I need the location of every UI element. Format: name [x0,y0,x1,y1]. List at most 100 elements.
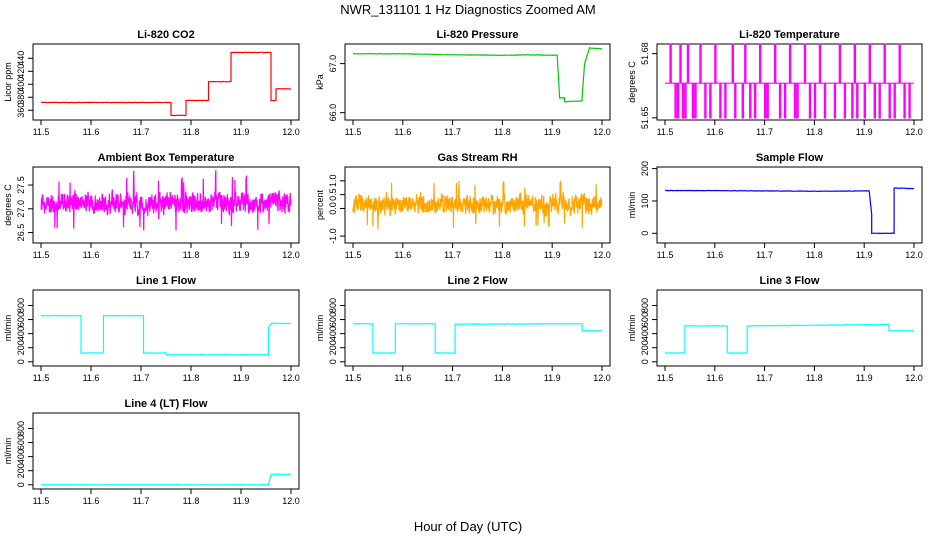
figure-title: NWR_131101 1 Hz Diagnostics Zoomed AM [340,2,596,17]
y-tick-label: 0 [640,231,650,236]
plot-frame [344,166,611,244]
x-tick-label: 11.7 [133,127,150,137]
y-tick-label: 0 [328,359,338,364]
series-line [40,314,292,356]
y-axis-label: ml/min [3,438,13,465]
series-line [40,170,292,231]
plot-frame [344,289,611,367]
panel-title: Li-820 Temperature [739,29,840,41]
plot-frame [32,166,300,244]
panel-7: Line 1 Flow ml/min 11.5 11.6 11.7 11.8 11.9 12.… [3,275,300,383]
plot-frame [344,43,611,121]
y-tick-label: 1.0 [328,175,338,188]
y-tick-label: 26.5 [16,224,26,242]
y-tick-label: 200 [16,463,26,478]
x-tick-label: 11.8 [806,250,823,260]
panel-2: Li-820 Pressure kPa 11.5 11.6 11.7 11.8 11.9 12… [315,29,611,137]
series-line [352,322,603,355]
x-tick-label: 11.9 [233,250,250,260]
y-tick-label: 0.0 [328,202,338,215]
x-tick-label: 11.7 [444,250,461,260]
y-tick-label: 67.0 [328,55,338,73]
y-tick-label: 400 [16,326,26,341]
x-tick-label: 11.5 [657,373,674,383]
panel-title: Gas Stream RH [437,152,517,164]
x-tick-label: 12.0 [593,127,611,137]
figure-xlabel: Hour of Day (UTC) [414,519,522,534]
x-tick-label: 11.7 [133,250,150,260]
y-tick-label: 420 [16,64,26,79]
x-tick-label: 11.9 [233,127,250,137]
x-tick-label: 11.7 [756,127,773,137]
y-axis-label: ml/min [627,192,637,219]
y-tick-label: 440 [16,51,26,66]
panel-1: Li-820 CO2 Licor ppm 11.5 11.6 11.7 11.8 11.9 1… [3,29,300,137]
series-line [665,43,914,119]
x-tick-label: 11.9 [856,127,873,137]
x-tick-label: 11.6 [394,250,411,260]
y-axis-label: percent [315,189,325,220]
y-tick-label: 100 [640,193,650,208]
x-tick-label: 12.0 [905,250,923,260]
y-tick-label: 800 [16,298,26,313]
panel-title: Li-820 Pressure [437,29,519,41]
x-tick-label: 11.5 [345,250,362,260]
y-tick-label: 51.68 [640,42,650,65]
y-tick-label: 200 [640,161,650,176]
panel-5: Gas Stream RH percent 11.5 11.6 11.7 11.8 11.9… [315,152,611,260]
x-tick-label: 11.9 [233,373,250,383]
y-tick-label: 27.0 [16,200,26,218]
y-tick-label: -1.0 [328,228,338,244]
x-tick-label: 11.7 [444,127,461,137]
x-tick-label: 11.6 [83,373,100,383]
x-tick-label: 11.7 [444,373,461,383]
series-line [40,473,292,486]
panel-4: Ambient Box Temperature degrees C 11.5 11.6… [3,152,300,260]
y-tick-label: 200 [640,340,650,355]
x-tick-label: 11.7 [756,250,773,260]
plot-frame [32,289,300,367]
y-tick-label: 360 [16,103,26,118]
x-tick-label: 11.9 [544,250,561,260]
x-tick-label: 11.5 [657,250,674,260]
y-tick-label: 600 [16,312,26,327]
x-tick-label: 11.6 [83,496,100,506]
series-line [40,51,292,117]
x-tick-label: 11.5 [33,250,50,260]
y-tick-label: 800 [640,298,650,313]
series-line [353,47,603,103]
x-tick-label: 11.5 [657,127,674,137]
y-axis-label: degrees C [3,184,13,226]
x-tick-label: 12.0 [282,496,300,506]
x-tick-label: 11.6 [706,250,723,260]
x-tick-label: 11.8 [494,373,511,383]
x-tick-label: 11.6 [394,373,411,383]
x-tick-label: 12.0 [282,250,300,260]
y-tick-label: 600 [16,435,26,450]
y-tick-label: 27.5 [16,176,26,194]
y-axis-label: ml/min [315,315,325,342]
x-tick-label: 12.0 [593,250,611,260]
x-tick-label: 12.0 [282,373,300,383]
x-tick-label: 11.8 [494,250,511,260]
x-tick-label: 11.7 [133,496,150,506]
series-line [352,180,603,230]
x-tick-label: 11.5 [345,127,362,137]
x-tick-label: 11.5 [33,127,50,137]
y-tick-label: 800 [328,298,338,313]
panel-6: Sample Flow ml/min 11.5 11.6 11.7 11.8 11.9 12.… [627,152,923,260]
x-tick-label: 11.5 [345,373,362,383]
x-tick-label: 11.9 [856,250,873,260]
panel-title: Line 2 Flow [448,275,508,287]
x-tick-label: 11.5 [33,496,50,506]
y-tick-label: 400 [16,77,26,92]
y-axis-label: Licor ppm [3,62,13,102]
y-tick-label: 800 [16,421,26,436]
y-tick-label: 600 [640,312,650,327]
x-tick-label: 11.9 [544,127,561,137]
series-line [664,187,914,235]
panel-10: Line 4 (LT) Flow ml/min 11.5 11.6 11.7 11.8 11… [3,398,300,506]
y-tick-label: 51.65 [640,107,650,130]
x-tick-label: 12.0 [905,373,923,383]
